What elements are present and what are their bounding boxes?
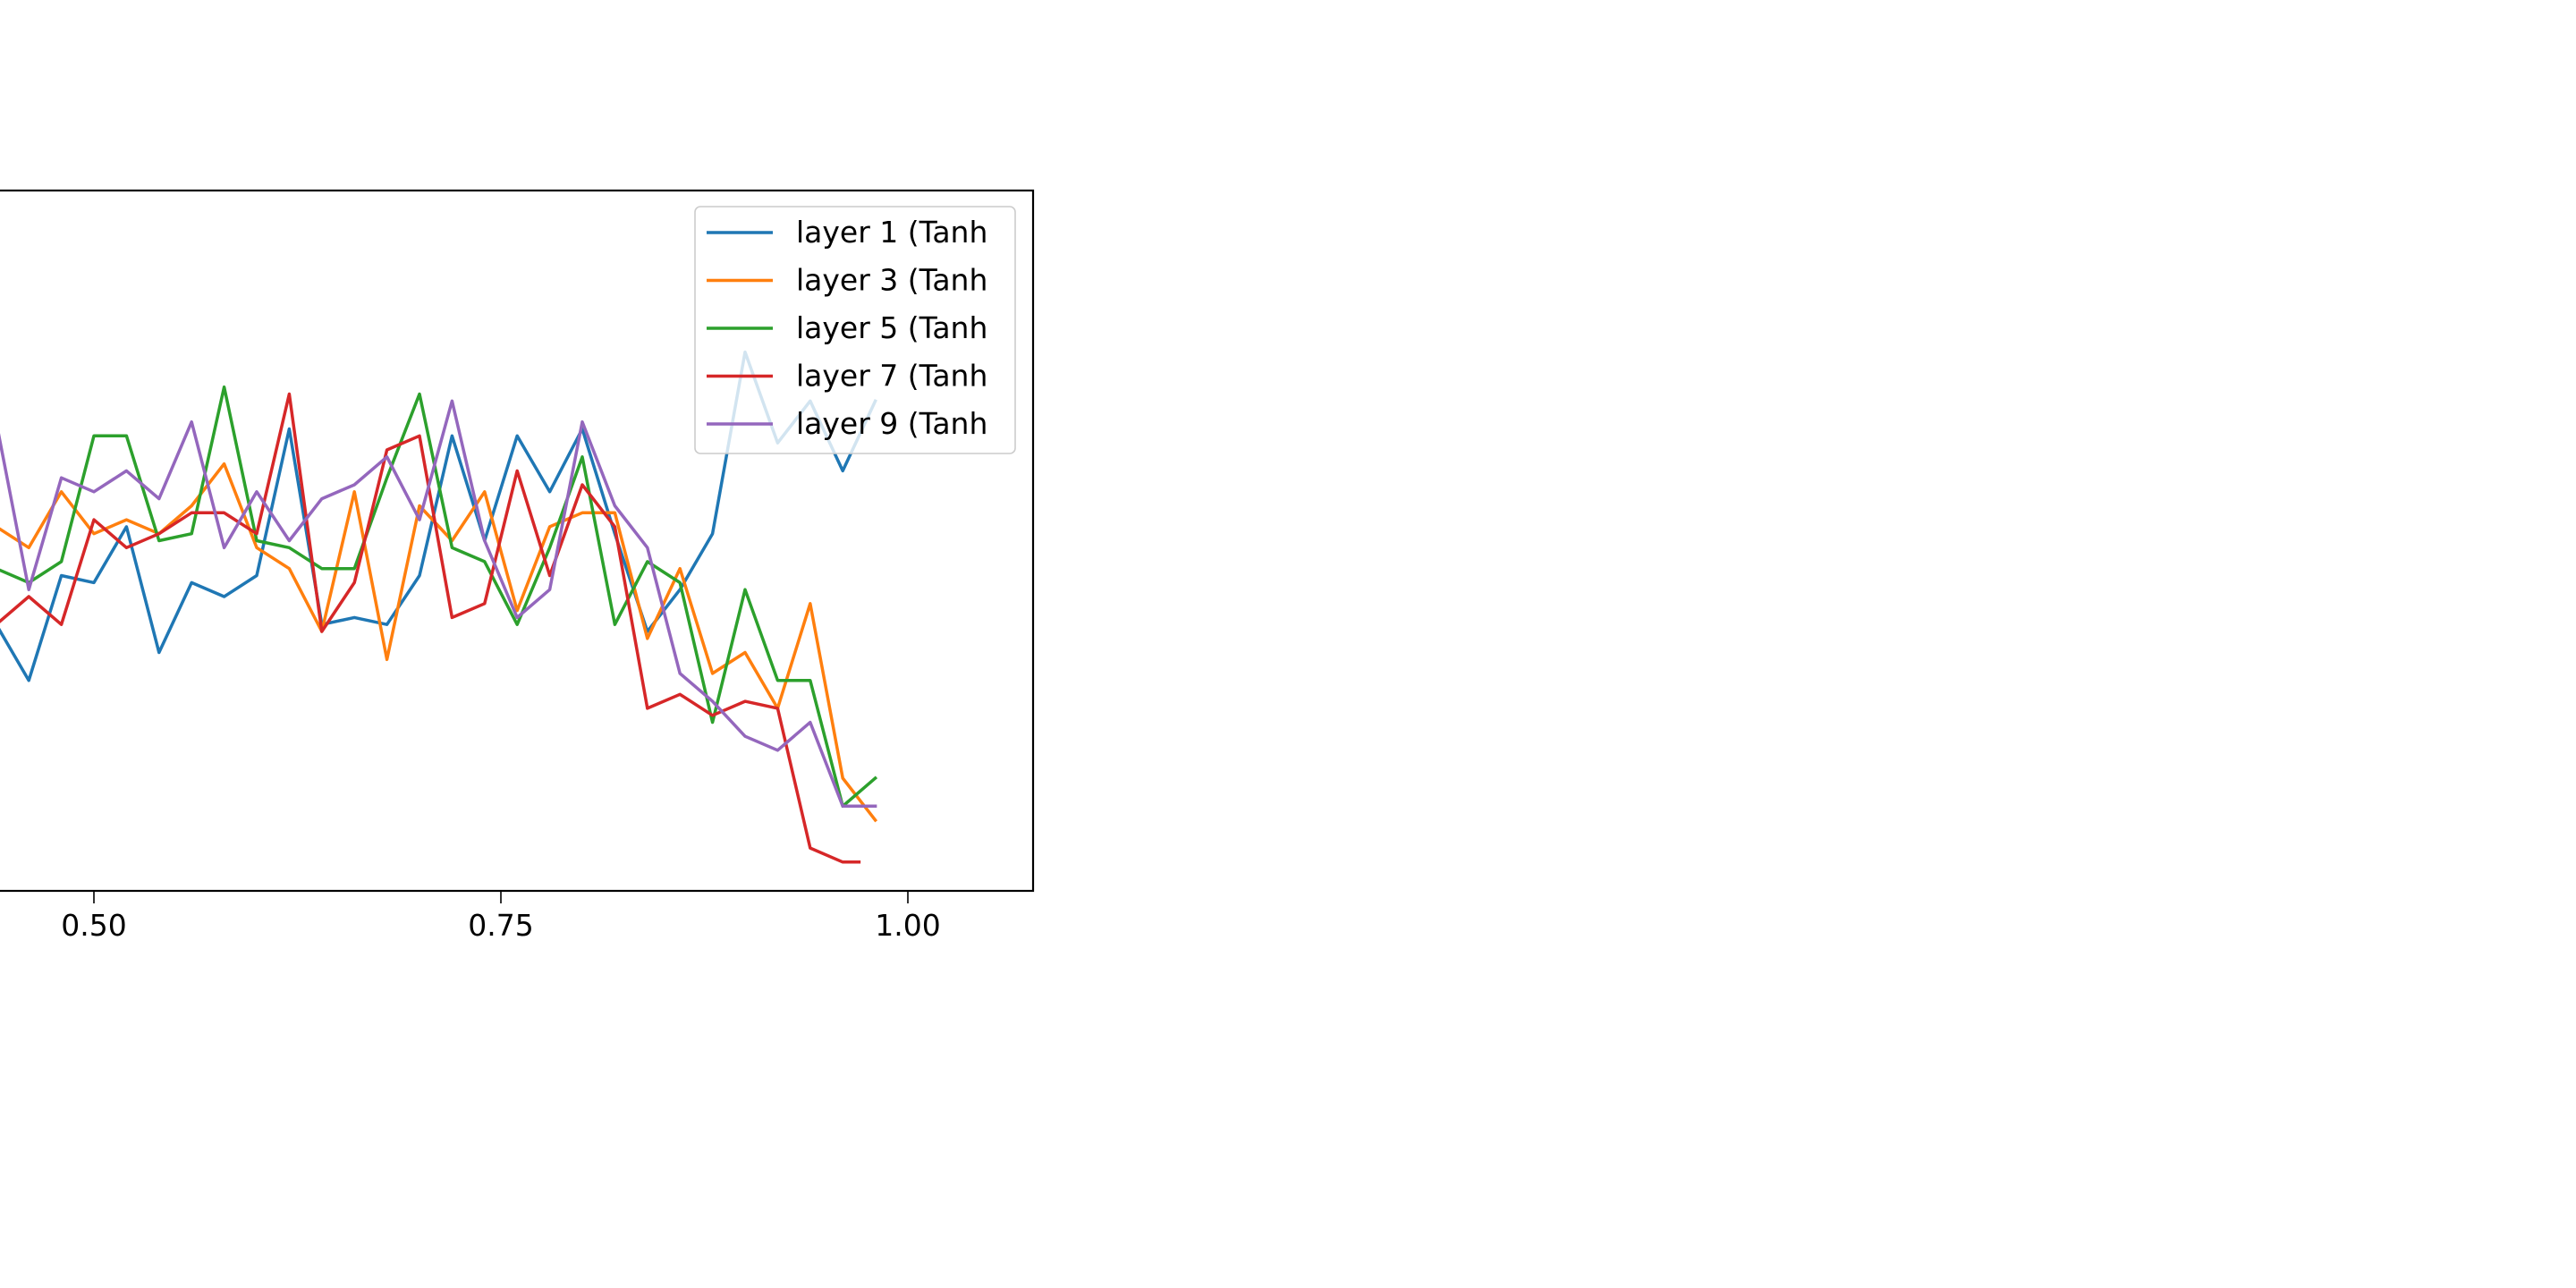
legend-label-4: layer 7 (Tanh [796, 359, 987, 394]
legend-label-3: layer 5 (Tanh [796, 310, 987, 345]
legend-box [694, 206, 1016, 454]
series-line-3 [0, 385, 878, 809]
series-line-2 [0, 462, 878, 823]
x-tick-label-3: 1.00 [875, 908, 940, 943]
series-line-4 [0, 392, 861, 864]
x-tick-label-1: 0.50 [61, 908, 126, 943]
legend-label-5: layer 9 (Tanh [796, 406, 987, 441]
legend-label-2: layer 3 (Tanh [796, 263, 987, 298]
plot-frame [0, 189, 1035, 893]
x-axis: 0.50 0.75 1.00 [61, 891, 941, 943]
legend: layer 1 (Tanh layer 3 (Tanh layer 5 (Tanh l… [694, 206, 1016, 454]
x-tick-label-2: 0.75 [468, 908, 533, 943]
series-line-5 [0, 399, 877, 809]
legend-label-1: layer 1 (Tanh [796, 215, 987, 250]
